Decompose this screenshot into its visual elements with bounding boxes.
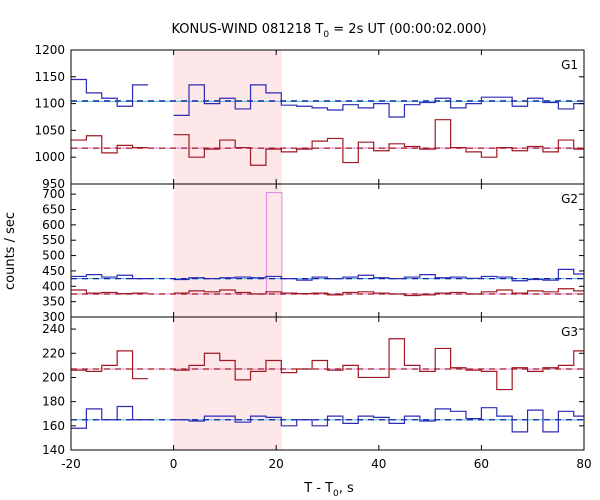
y-tick-label: 950: [42, 177, 65, 191]
panel-frame-g3: [70, 316, 585, 451]
panel-g1: 950 1000 1050 1100 1150 1200 G1: [34, 43, 585, 191]
panel-label-g2: G2: [561, 192, 578, 206]
series-g1-upper: [71, 78, 584, 118]
series-g1-lower: [71, 119, 584, 166]
panel-g3: 140 160 180 200 220 240 G3: [42, 316, 585, 457]
x-tick-label: 60: [474, 457, 489, 471]
series-g2-upper: [71, 268, 584, 282]
series-g3-lower: [71, 405, 584, 433]
y-tick-label: 550: [42, 233, 65, 247]
y-tick-label: 160: [42, 419, 65, 433]
x-tick-label: 20: [269, 457, 284, 471]
y-tick-label: 700: [42, 187, 65, 201]
x-tick-label: -20: [61, 457, 81, 471]
panel-frame-g2: [70, 183, 585, 318]
panel-label-g1: G1: [561, 58, 578, 72]
y-axis-label: counts / sec: [3, 212, 18, 290]
y-tick-label: 1200: [34, 43, 65, 57]
y-tick-label: 240: [42, 322, 65, 336]
series-g3-upper: [71, 338, 584, 391]
y-tick-label: 300: [42, 310, 65, 324]
y-tick-label: 220: [42, 346, 65, 360]
x-axis-label: T - T0, s: [303, 481, 354, 499]
spike-g2-0: [265, 192, 283, 294]
y-tick-label: 180: [42, 395, 65, 409]
y-tick-label: 600: [42, 218, 65, 232]
x-tick-label: 40: [371, 457, 386, 471]
x-tick-label: 0: [170, 457, 178, 471]
panel-label-g3: G3: [561, 325, 578, 339]
panel-frame-g1: [70, 49, 585, 185]
y-tick-label: 140: [42, 443, 65, 457]
y-tick-label: 350: [42, 295, 65, 309]
y-tick-label: 500: [42, 249, 65, 263]
x-tick-label: 80: [576, 457, 591, 471]
y-tick-label: 450: [42, 264, 65, 278]
y-tick-label: 200: [42, 370, 65, 384]
y-tick-label: 1100: [34, 97, 65, 111]
y-tick-label: 1000: [34, 150, 65, 164]
y-tick-label: 400: [42, 279, 65, 293]
y-tick-label: 1150: [34, 70, 65, 84]
highlight-interval: [173, 50, 282, 450]
chart-title: KONUS-WIND 081218 T0 = 2s UT (00:00:02.0…: [171, 22, 486, 40]
y-tick-label: 650: [42, 202, 65, 216]
y-tick-label: 1050: [34, 123, 65, 137]
series-g2-lower: [71, 288, 584, 297]
